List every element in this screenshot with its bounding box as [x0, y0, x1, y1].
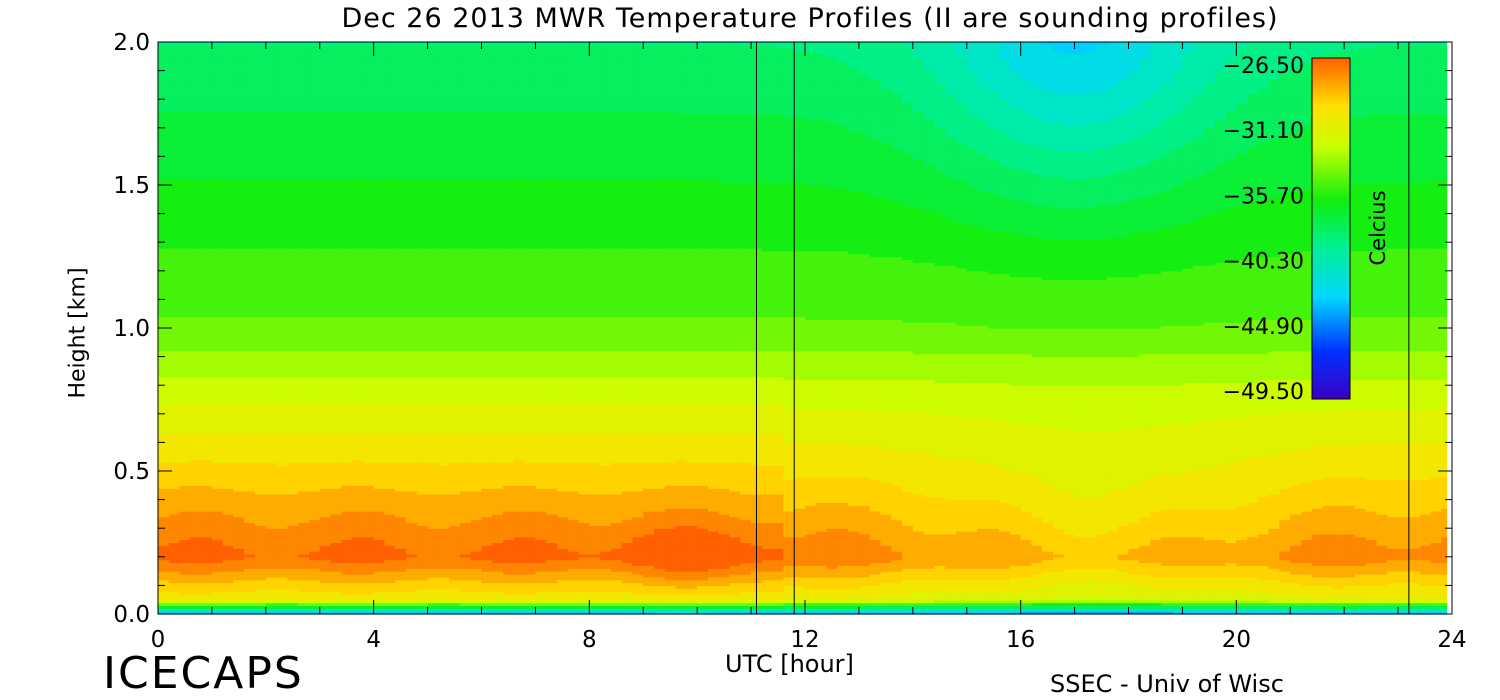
heatmap-cell — [363, 42, 374, 45]
heatmap-cell — [201, 42, 212, 45]
heatmap-cell — [320, 42, 331, 45]
heatmap-cell — [331, 42, 342, 45]
heatmap-cell — [180, 42, 191, 45]
heatmap-cell — [352, 42, 363, 45]
heatmap-cell — [266, 42, 277, 45]
heatmap-cell — [298, 42, 309, 45]
heatmap-cell — [406, 42, 417, 45]
heatmap-cell — [244, 42, 255, 45]
heatmap-cell — [223, 42, 234, 45]
heatmap-cell — [233, 42, 244, 45]
heatmap-cell — [255, 42, 266, 45]
heatmap-cell — [190, 42, 201, 45]
heatmap-cell — [341, 42, 352, 45]
heatmap-cell — [287, 42, 298, 45]
heatmap-cell — [374, 42, 385, 45]
heatmap-cell — [212, 42, 223, 45]
heatmap-cell — [309, 42, 320, 45]
heatmap-cell — [395, 42, 406, 45]
heatmap-cell — [169, 42, 180, 45]
heatmap-cell — [158, 42, 169, 45]
heatmap-cell — [384, 42, 395, 45]
heatmap-cell — [277, 42, 288, 45]
